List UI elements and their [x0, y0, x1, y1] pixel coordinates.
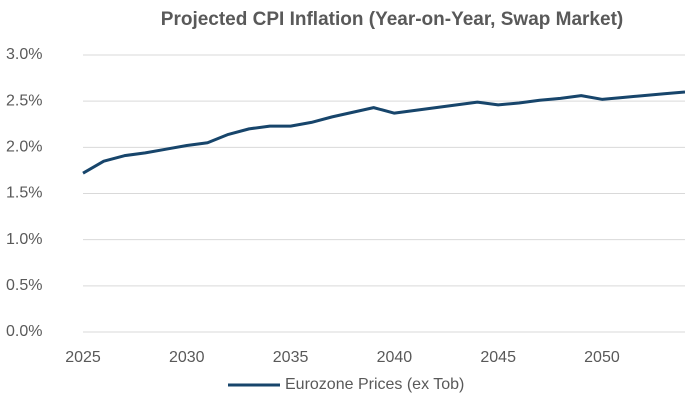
y-tick-label: 3.0%	[6, 46, 42, 63]
y-tick-label: 1.5%	[6, 185, 42, 202]
y-tick-label: 2.0%	[6, 139, 42, 156]
x-tick-label: 2050	[584, 349, 620, 366]
x-tick-label: 2025	[65, 349, 101, 366]
y-tick-label: 2.5%	[6, 92, 42, 109]
x-tick-label: 2045	[480, 349, 516, 366]
y-tick-label: 0.0%	[6, 323, 42, 340]
y-tick-label: 1.0%	[6, 231, 42, 248]
y-tick-label: 0.5%	[6, 277, 42, 294]
x-tick-label: 2030	[169, 349, 205, 366]
x-tick-label: 2040	[377, 349, 413, 366]
legend-label: Eurozone Prices (ex Tob)	[285, 376, 464, 393]
chart-title: Projected CPI Inflation (Year-on-Year, S…	[161, 9, 623, 30]
x-tick-label: 2035	[273, 349, 309, 366]
data-line	[82, 90, 685, 175]
